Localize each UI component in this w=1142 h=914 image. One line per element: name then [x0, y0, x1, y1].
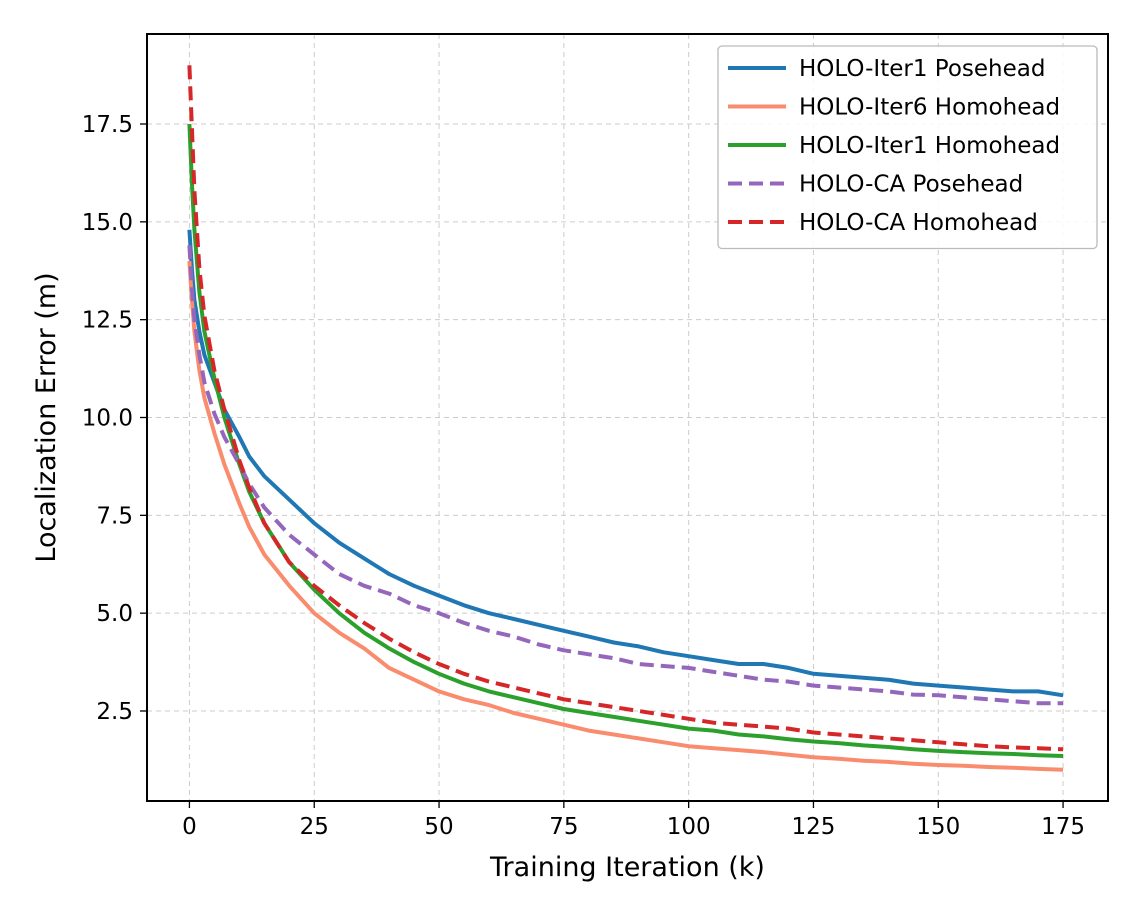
y-axis-label: Localization Error (m) [31, 272, 62, 562]
series-line [187, 65, 1064, 752]
legend: HOLO-Iter1 Posehead HOLO-Iter6 Homohead HO… [717, 45, 1098, 250]
ticks: 0 25 50 75 100 125 150 175 2.5 5.0 7.5 10.0 12.5 15.0… [82, 112, 1085, 840]
x-tick-label: 100 [667, 814, 711, 840]
x-tick-label: 0 [182, 814, 197, 840]
x-axis-label: Training Iteration (k) [489, 852, 765, 883]
x-tick-label: 75 [549, 814, 578, 840]
series-line [187, 260, 1064, 772]
legend-label: HOLO-CA Homohead [799, 210, 1038, 236]
x-tick-label: 125 [792, 814, 836, 840]
y-tick-label: 2.5 [96, 699, 133, 725]
legend-box [717, 45, 1098, 250]
y-tick-label: 12.5 [82, 308, 133, 334]
legend-label: HOLO-Iter1 Homohead [799, 133, 1060, 159]
legend-label: HOLO-Iter1 Posehead [799, 56, 1045, 82]
y-tick-label: 7.5 [96, 503, 133, 529]
series-layer [187, 65, 1064, 772]
y-tick-label: 17.5 [82, 112, 133, 138]
y-tick-label: 10.0 [82, 406, 133, 432]
legend-label: HOLO-CA Posehead [799, 172, 1023, 198]
x-tick-label: 150 [916, 814, 960, 840]
y-tick-label: 5.0 [96, 601, 133, 627]
x-tick-label: 50 [424, 814, 453, 840]
legend-label: HOLO-Iter6 Homohead [799, 95, 1060, 121]
x-tick-label: 175 [1041, 814, 1085, 840]
x-tick-label: 25 [300, 814, 329, 840]
series-line [187, 245, 1064, 706]
series-line [187, 229, 1064, 698]
y-tick-label: 15.0 [82, 210, 133, 236]
